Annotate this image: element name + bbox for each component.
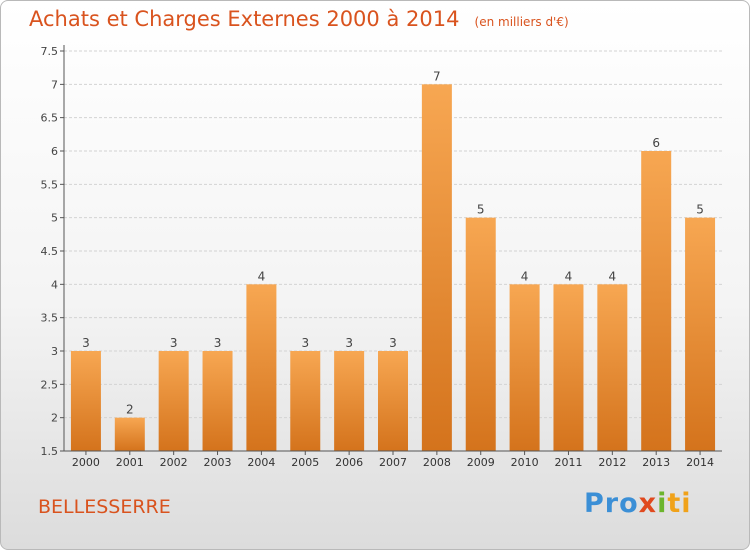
bar-value-label: 4 [565,269,573,283]
bar-value-label: 6 [652,136,660,150]
logo-part: i [657,488,668,519]
chart-subtitle: (en milliers d'€) [474,15,569,29]
logo-part: ti [667,488,692,519]
x-tick-label: 2000 [72,456,100,469]
bar-value-label: 3 [345,336,353,350]
bar [290,351,321,451]
y-tick-label: 3.5 [41,312,59,325]
bar-value-label: 4 [258,269,266,283]
y-tick-label: 6 [51,145,58,158]
bar [114,417,145,451]
x-tick-label: 2014 [686,456,714,469]
bar [553,284,584,451]
bar [641,151,672,451]
bar-value-label: 3 [301,336,309,350]
x-tick-label: 2007 [379,456,407,469]
bar [70,351,101,451]
bar-value-label: 3 [82,336,90,350]
logo-part: Pro [584,488,639,519]
bar-value-label: 4 [609,269,617,283]
x-tick-label: 2004 [247,456,275,469]
x-tick-label: 2010 [511,456,539,469]
bars: 3 2 3 3 4 3 3 3 7 5 4 4 4 6 5 [70,69,716,451]
logo-part: x [638,488,658,519]
x-tick-label: 2002 [160,456,188,469]
proxiti-logo: Proxiti [584,488,692,519]
bar-value-label: 4 [521,269,529,283]
y-tick-label: 5 [51,212,58,225]
y-tick-label: 4.5 [41,245,59,258]
bar-value-label: 3 [214,336,222,350]
x-tick-label: 2003 [204,456,232,469]
bar [246,284,277,451]
x-tick-label: 2013 [642,456,670,469]
bar-value-label: 5 [477,203,485,217]
bar [685,217,716,451]
bar [597,284,628,451]
x-tick-label: 2005 [291,456,319,469]
bar-value-label: 7 [433,69,441,83]
bar [158,351,189,451]
y-tick-label: 2 [51,412,58,425]
x-tick-label: 2009 [467,456,495,469]
bar [202,351,233,451]
y-tick-label: 7.5 [41,45,59,58]
bar [465,217,496,451]
bar-value-label: 5 [696,203,704,217]
bar [509,284,540,451]
y-tick-label: 4 [51,278,58,291]
y-tick-label: 2.5 [41,378,59,391]
axes: 1.5 2 2.5 3 3.5 4 4.5 5 5.5 6 6.5 7 7.5 2000 2001 2002 2… [41,45,722,469]
title-row: Achats et Charges Externes 2000 à 2014 (… [29,7,569,31]
x-tick-label: 2001 [116,456,144,469]
bar [378,351,408,451]
y-tick-label: 5.5 [41,178,59,191]
bar [421,84,452,451]
x-tick-label: 2011 [554,456,582,469]
bar-value-label: 2 [126,403,134,417]
bar [334,351,365,451]
bar-value-label: 3 [389,336,397,350]
y-tick-label: 1.5 [41,445,59,458]
x-tick-label: 2012 [598,456,626,469]
x-tick-label: 2006 [335,456,363,469]
bar-value-label: 3 [170,336,178,350]
chart-title: Achats et Charges Externes 2000 à 2014 [29,7,460,31]
y-tick-label: 7 [51,78,58,91]
y-tick-label: 3 [51,345,58,358]
x-tick-label: 2008 [423,456,451,469]
y-tick-label: 6.5 [41,112,59,125]
commune-name: BELLESSERRE [38,496,171,518]
